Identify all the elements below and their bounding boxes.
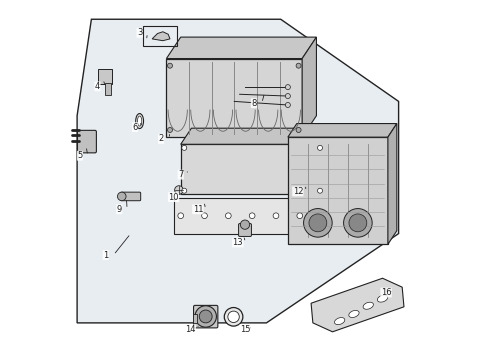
Circle shape [318, 145, 322, 150]
Ellipse shape [377, 295, 388, 302]
Ellipse shape [363, 302, 373, 309]
Ellipse shape [335, 318, 345, 325]
FancyBboxPatch shape [167, 59, 302, 137]
Circle shape [285, 85, 291, 90]
Circle shape [168, 63, 172, 68]
Text: 14: 14 [185, 325, 196, 334]
Text: 8: 8 [251, 99, 257, 108]
Circle shape [285, 94, 291, 99]
Circle shape [304, 208, 332, 237]
Text: 11: 11 [193, 205, 203, 214]
Circle shape [118, 192, 126, 201]
FancyBboxPatch shape [77, 130, 97, 153]
Circle shape [296, 63, 301, 68]
Circle shape [321, 213, 326, 219]
Polygon shape [302, 37, 317, 137]
Text: 10: 10 [168, 193, 179, 202]
Ellipse shape [138, 116, 142, 126]
Text: 2: 2 [158, 134, 164, 143]
Polygon shape [181, 128, 334, 144]
Circle shape [309, 214, 327, 232]
Circle shape [228, 311, 239, 323]
Circle shape [199, 310, 212, 323]
Text: 5: 5 [77, 151, 83, 160]
FancyBboxPatch shape [193, 314, 197, 323]
Polygon shape [152, 32, 170, 41]
Circle shape [225, 213, 231, 219]
Ellipse shape [136, 113, 144, 129]
Circle shape [168, 127, 172, 132]
Circle shape [182, 145, 187, 150]
Text: 4: 4 [95, 82, 100, 91]
Circle shape [195, 306, 217, 327]
Polygon shape [311, 278, 404, 332]
FancyBboxPatch shape [173, 198, 331, 234]
Circle shape [174, 186, 183, 194]
Polygon shape [388, 123, 397, 244]
Polygon shape [288, 123, 397, 137]
Text: 6: 6 [132, 123, 138, 132]
Text: 3: 3 [137, 28, 142, 37]
Polygon shape [77, 19, 398, 323]
Text: 9: 9 [117, 205, 122, 214]
Circle shape [318, 188, 322, 193]
Circle shape [178, 213, 184, 219]
Text: 15: 15 [240, 325, 250, 334]
Ellipse shape [349, 310, 359, 318]
Circle shape [349, 214, 367, 232]
Circle shape [296, 127, 301, 132]
Circle shape [285, 103, 291, 108]
FancyBboxPatch shape [121, 192, 141, 201]
Circle shape [297, 213, 303, 219]
FancyBboxPatch shape [98, 68, 112, 84]
Text: 12: 12 [293, 187, 303, 196]
Circle shape [241, 220, 249, 229]
Circle shape [249, 213, 255, 219]
Polygon shape [167, 37, 317, 59]
FancyBboxPatch shape [105, 83, 111, 95]
FancyBboxPatch shape [194, 305, 218, 328]
FancyBboxPatch shape [239, 224, 251, 237]
Circle shape [273, 213, 279, 219]
Text: 16: 16 [381, 288, 392, 297]
Polygon shape [323, 128, 334, 194]
Circle shape [182, 188, 187, 193]
Text: 7: 7 [178, 170, 183, 179]
Circle shape [202, 213, 207, 219]
Text: 1: 1 [103, 251, 108, 260]
Circle shape [343, 208, 372, 237]
FancyBboxPatch shape [181, 144, 323, 194]
Circle shape [224, 307, 243, 326]
Text: 13: 13 [233, 238, 243, 247]
FancyBboxPatch shape [288, 137, 388, 244]
